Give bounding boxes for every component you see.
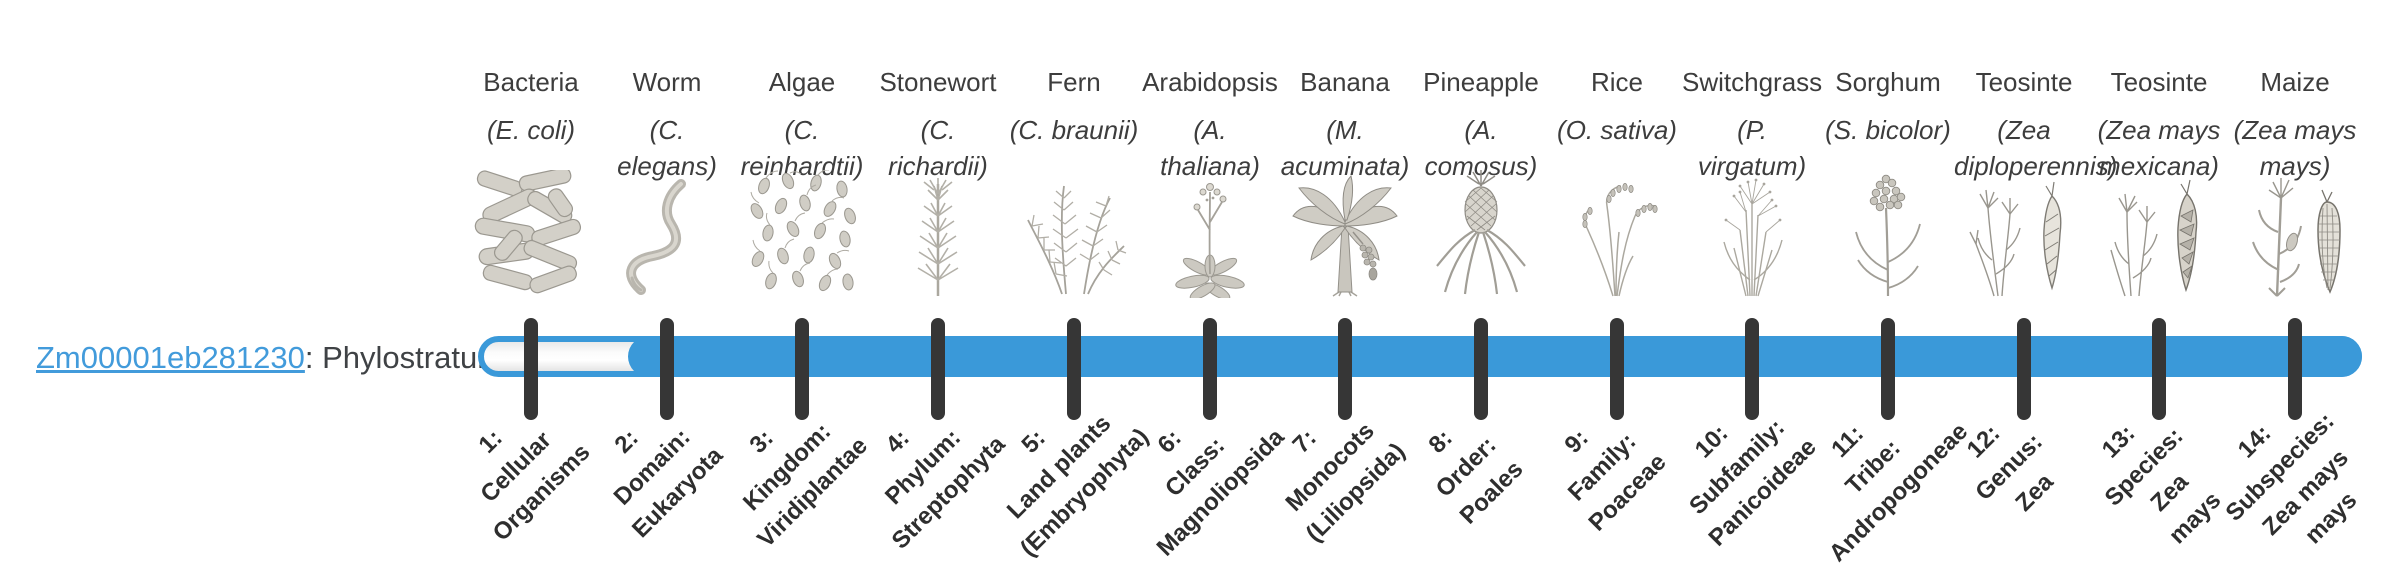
sorghum-icon	[1855, 174, 1921, 297]
organism-illustration	[1692, 170, 1812, 298]
organism-illustration	[1285, 170, 1405, 298]
organism-sci-name: (S. bicolor)	[1825, 115, 1951, 145]
organism-illustration	[1421, 170, 1541, 298]
maize-icon	[2252, 178, 2341, 297]
banana-icon	[1292, 175, 1398, 297]
stratum-tick-4	[931, 318, 945, 420]
phylostratum-label-2: 2: Domain: Eukaryota	[608, 423, 729, 544]
organism-column-bacteria: Bacteria (E. coli)	[461, 64, 601, 294]
stratum-tick-3	[795, 318, 809, 420]
organism-name: Sorghum	[1835, 67, 1941, 97]
organism-sci-name: (Zea mays mexicana)	[2097, 115, 2221, 181]
arabidopsis-icon	[1175, 183, 1245, 298]
teosinte-diploperennis-icon	[1969, 181, 2062, 297]
organism-illustration	[878, 170, 998, 298]
organism-column-teosinte-mexicana: Teosinte (Zea mays mexicana)	[2089, 64, 2229, 297]
stratum-tick-14	[2288, 318, 2302, 420]
organism-illustration	[471, 170, 591, 298]
organism-sci-name: (C. elegans)	[617, 115, 717, 181]
organism-name: Worm	[632, 67, 702, 97]
organism-sci-name: (O. sativa)	[1557, 115, 1677, 145]
phylostratum-label-9: 9: Family: Poaceae	[1559, 424, 1672, 537]
organism-illustration	[1150, 170, 1270, 298]
organism-name: Bacteria	[483, 67, 579, 97]
organism-illustration	[1557, 170, 1677, 298]
bacteria-icon	[474, 170, 582, 294]
teosinte-mexicana-icon	[2110, 179, 2198, 297]
organism-column-stonewort: Stonewort (C. richardii)	[868, 64, 1008, 296]
organism-name: Pineapple	[1423, 67, 1539, 97]
stratum-tick-6	[1203, 318, 1217, 420]
stonewort-icon	[917, 178, 959, 296]
organism-column-maize: Maize (Zea mays mays)	[2225, 64, 2365, 297]
organism-column-arabidopsis: Arabidopsis (A. thaliana)	[1140, 64, 1280, 298]
organism-sci-name: (A. thaliana)	[1160, 115, 1260, 181]
organism-sci-name: (Zea mays mays)	[2233, 115, 2357, 181]
organism-name: Rice	[1590, 67, 1643, 97]
organism-sci-name: (M. acuminata)	[1280, 115, 1410, 181]
organism-name: Algae	[768, 67, 836, 97]
organism-column-pineapple: Pineapple (A. comosus)	[1411, 64, 1551, 295]
organism-column-algae: Algae (C. reinhardtii)	[732, 64, 872, 292]
organism-column-rice: Rice (O. sativa)	[1547, 64, 1687, 297]
phylostratum-label-14: 14: Subspecies: Zea mays mays	[2220, 407, 2363, 550]
stratum-tick-13	[2152, 318, 2166, 420]
organism-column-banana: Banana (M. acuminata)	[1275, 64, 1415, 297]
organism-column-worm: Worm (C. elegans)	[597, 64, 737, 295]
stratum-tick-9	[1610, 318, 1624, 420]
organism-sci-name: (C. reinhardtii)	[740, 115, 864, 181]
gene-id-link[interactable]: Zm00001eb281230	[36, 340, 305, 375]
organism-illustration	[742, 170, 862, 298]
stratum-tick-1	[524, 318, 538, 420]
organism-column-teosinte-diploperennis: Teosinte (Zea diploperennis)	[1954, 64, 2118, 297]
fern-icon	[1027, 185, 1127, 295]
organism-name: Maize	[2260, 67, 2330, 97]
organism-sci-name: (C. braunii)	[1009, 115, 1139, 145]
organism-name: Banana	[1300, 67, 1390, 97]
organism-illustration	[2235, 170, 2355, 298]
organism-sci-name: (Zea diploperennis)	[1954, 115, 2118, 181]
organism-name: Switchgrass	[1682, 67, 1823, 97]
stratum-tick-8	[1474, 318, 1488, 420]
rice-icon	[1582, 183, 1658, 297]
phylostratum-bar-fill	[628, 336, 2362, 377]
organism-sci-name: (E. coli)	[486, 115, 576, 145]
organism-illustration	[1964, 170, 2084, 298]
pineapple-icon	[1436, 170, 1526, 295]
organism-name: Arabidopsis	[1142, 67, 1278, 97]
organism-name: Teosinte	[2110, 67, 2208, 97]
stratum-tick-11	[1881, 318, 1895, 420]
algae-icon	[750, 170, 856, 292]
organism-illustration	[2099, 170, 2219, 298]
organism-name: Fern	[1047, 67, 1101, 97]
organism-illustration	[607, 170, 727, 298]
organism-sci-name: (P. virgatum)	[1697, 115, 1807, 181]
organism-column-sorghum: Sorghum (S. bicolor)	[1818, 64, 1958, 297]
gene-label: Zm00001eb281230: Phylostratum 2	[36, 339, 529, 377]
phylostratum-label-12: 12: Genus: Zea	[1961, 419, 2059, 517]
phylostratum-label-7: 7: Monocots (Liliopsida)	[1280, 417, 1411, 548]
organism-sci-name: (C. richardii)	[888, 115, 988, 181]
organism-column-switchgrass: Switchgrass (P. virgatum)	[1682, 64, 1823, 297]
stratum-tick-5	[1067, 318, 1081, 420]
worm-icon	[626, 179, 686, 295]
organism-illustration	[1014, 170, 1134, 298]
stratum-tick-10	[1745, 318, 1759, 420]
stratum-tick-2	[660, 318, 674, 420]
organism-illustration	[1828, 170, 1948, 298]
stratum-tick-12	[2017, 318, 2031, 420]
phylostratum-label-8: 8: Order: Poales	[1423, 424, 1529, 530]
phylostratum-label-11: 11: Tribe: Andropogoneae	[1823, 417, 1974, 568]
organism-name: Stonewort	[879, 67, 997, 97]
organism-column-fern: Fern (C. braunii)	[1004, 64, 1144, 295]
organism-name: Teosinte	[1975, 67, 2073, 97]
switchgrass-icon	[1723, 178, 1783, 297]
stratum-tick-7	[1338, 318, 1352, 420]
